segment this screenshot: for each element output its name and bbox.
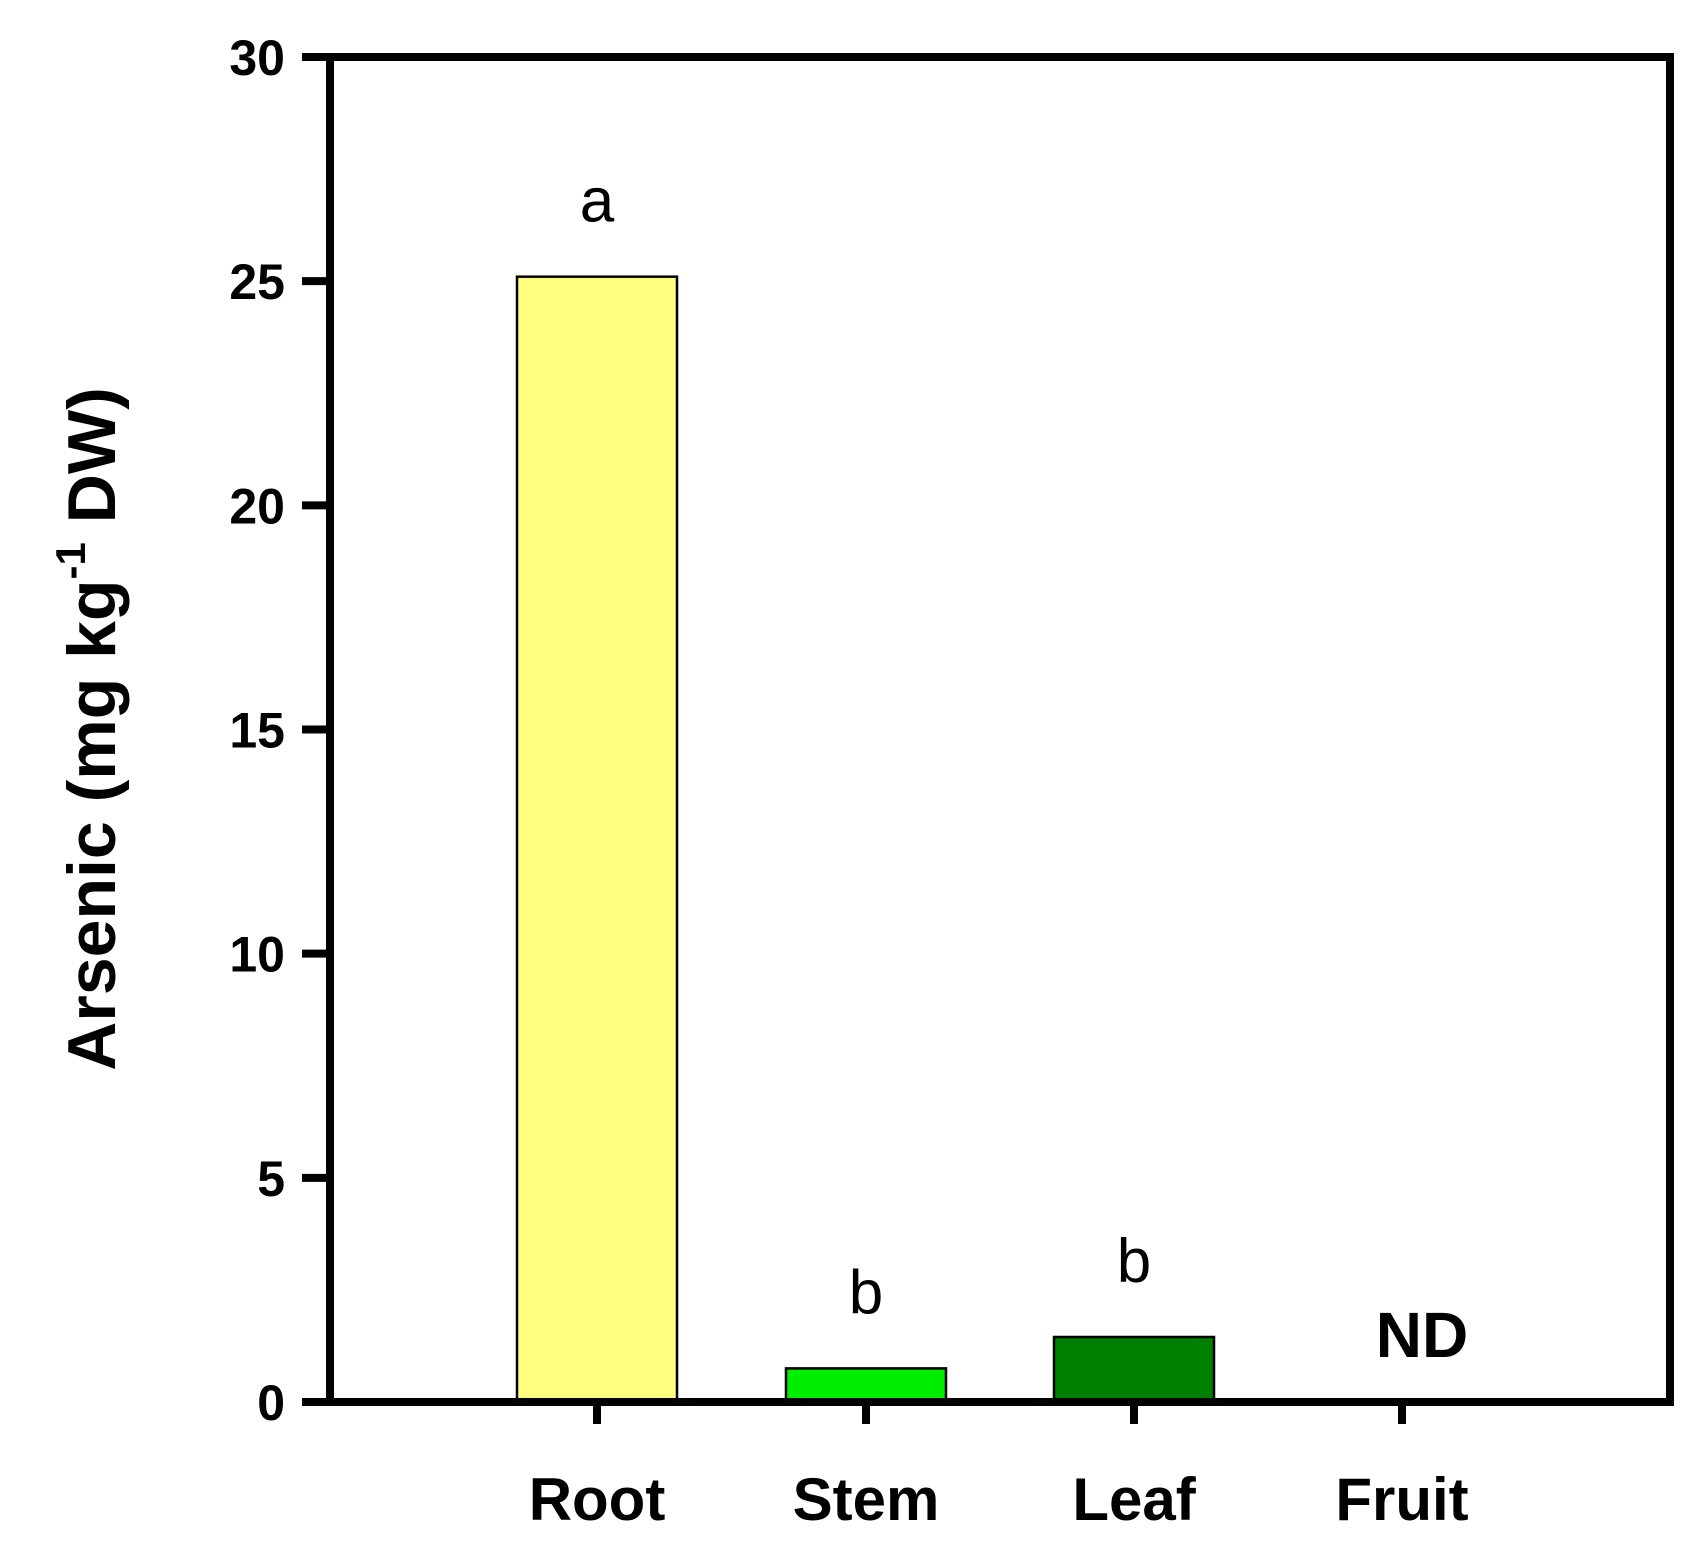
y-axis-title: Arsenic (mg kg-1 DW) <box>47 387 130 1070</box>
x-tick-label-root: Root <box>529 1466 666 1533</box>
y-tick-label-0: 0 <box>257 1375 285 1431</box>
x-tick-label-leaf: Leaf <box>1072 1466 1196 1533</box>
bar-root <box>515 275 679 1404</box>
y-axis-title-superscript: -1 <box>47 542 94 579</box>
bar-leaf <box>1052 1335 1216 1404</box>
bars-group <box>515 275 1216 1404</box>
x-tick-label-stem: Stem <box>793 1466 940 1533</box>
bar-label-stem: b <box>849 1258 883 1327</box>
bar-stem <box>784 1367 948 1404</box>
y-tick-label-15: 15 <box>229 703 285 759</box>
y-tick-label-5: 5 <box>257 1151 285 1207</box>
y-tick-label-30: 30 <box>229 30 285 86</box>
x-tick-label-fruit: Fruit <box>1335 1466 1468 1533</box>
y-tick-label-20: 20 <box>229 478 285 534</box>
bar-labels-group: a b b ND <box>580 167 1468 1371</box>
bar-label-root: a <box>580 167 615 236</box>
x-axis-ticks: Root Stem Leaf Fruit <box>529 1402 1469 1533</box>
y-tick-label-25: 25 <box>229 254 285 310</box>
bar-label-fruit: ND <box>1376 1299 1468 1371</box>
bar-label-leaf: b <box>1117 1227 1151 1296</box>
y-tick-label-10: 10 <box>229 927 285 983</box>
y-axis-ticks: 0 5 10 15 20 25 30 <box>229 30 330 1431</box>
